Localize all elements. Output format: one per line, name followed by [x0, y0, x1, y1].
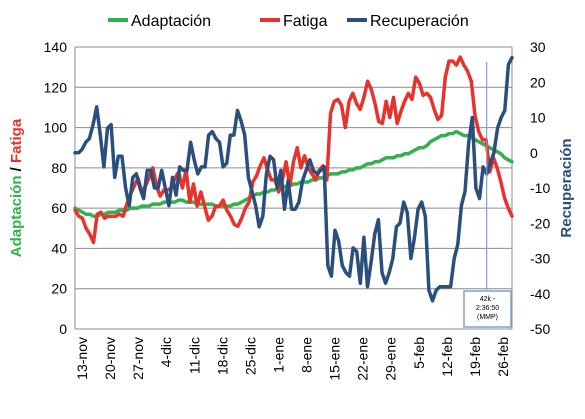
x-axis-ticks: 13-nov 20-nov 27-nov 4-dic 11-dic 18-dic 25-di…	[74, 337, 511, 381]
left-tick-label: 20	[51, 281, 67, 297]
right-axis-ticks: -50 -40 -30 -20 -10 0 10 20 30	[530, 39, 550, 337]
x-tick-label: 13-nov	[74, 337, 90, 380]
x-tick-label: 22-ene	[355, 337, 371, 381]
annotation-box	[463, 290, 512, 328]
right-tick-label: -30	[530, 251, 550, 267]
x-tick-label: 18-dic	[214, 337, 230, 375]
left-tick-label: 80	[51, 160, 67, 176]
left-tick-label: 0	[59, 321, 67, 337]
left-tick-label: 140	[44, 39, 68, 55]
legend: Adaptación Fatiga Recuperación	[108, 13, 469, 30]
right-tick-label: 10	[530, 110, 546, 126]
series-line-fatiga	[73, 55, 514, 245]
left-axis-title-part: /	[8, 163, 25, 176]
series-layer	[73, 55, 514, 303]
x-tick-label: 12-feb	[439, 337, 455, 377]
x-tick-label: 1-ene	[270, 337, 286, 373]
left-tick-label: 40	[51, 240, 67, 256]
left-tick-label: 120	[44, 79, 68, 95]
annotation-text: (MMP)	[477, 314, 498, 321]
right-tick-label: -40	[530, 286, 550, 302]
left-axis-title: Adaptación / Fatiga	[8, 118, 25, 257]
right-tick-label: 0	[530, 145, 538, 161]
x-tick-label: 5-feb	[411, 337, 427, 369]
annotation-text: 2:36:50	[476, 305, 499, 312]
x-tick-label: 27-nov	[130, 337, 146, 380]
legend-label: Fatiga	[283, 13, 328, 30]
left-tick-label: 60	[51, 200, 67, 216]
x-tick-label: 20-nov	[102, 337, 118, 380]
right-tick-label: -10	[530, 180, 550, 196]
left-axis-ticks: 0 20 40 60 80 100 120 140	[44, 39, 68, 337]
series-line-recuperacin	[73, 55, 514, 303]
axis-titles: Adaptación / Fatiga Recuperación	[8, 118, 575, 257]
x-tick-label: 15-ene	[327, 337, 343, 381]
x-tick-label: 26-feb	[495, 337, 511, 377]
right-tick-label: -20	[530, 215, 550, 231]
legend-label: Adaptación	[131, 13, 211, 30]
x-tick-label: 29-ene	[383, 337, 399, 381]
x-tick-label: 25-dic	[242, 337, 258, 375]
left-axis-title-part: Adaptación	[8, 176, 25, 258]
x-tick-label: 4-dic	[158, 337, 174, 367]
x-tick-label: 11-dic	[186, 337, 202, 374]
right-axis-title: Recuperación	[558, 138, 575, 237]
right-tick-label: -50	[530, 321, 550, 337]
right-tick-label: 30	[530, 39, 546, 55]
annotation-text: 42k -	[480, 296, 496, 303]
annotation: 42k - 2:36:50 (MMP)	[463, 62, 512, 328]
legend-label: Recuperación	[370, 13, 469, 30]
left-axis-title-part: Fatiga	[8, 118, 25, 163]
right-tick-label: 20	[530, 74, 546, 90]
x-tick-label: 8-ene	[299, 337, 315, 373]
left-tick-label: 100	[44, 120, 68, 136]
x-tick-label: 19-feb	[467, 337, 483, 377]
series-line-adaptacin	[73, 129, 514, 218]
